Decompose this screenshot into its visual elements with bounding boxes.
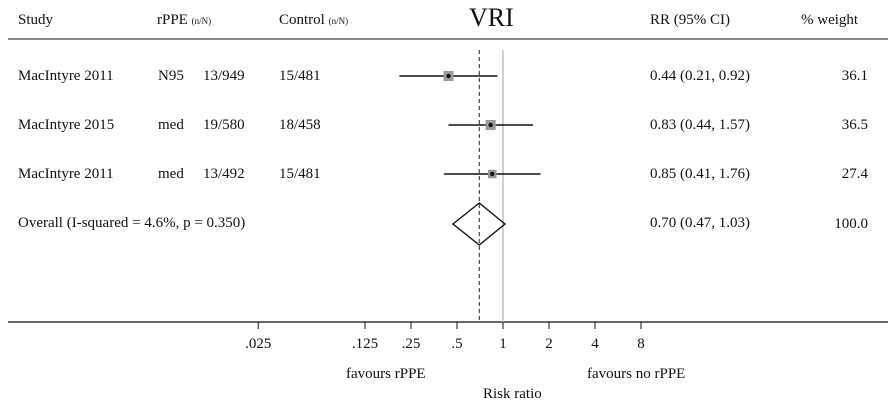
overall-weight: 100.0 [834, 216, 868, 232]
chart-title: VRI [469, 3, 514, 32]
row-3-weight: 27.4 [841, 166, 868, 182]
x-tick-label-8: 8 [637, 336, 645, 352]
header-rppe-label: rPPE [157, 12, 188, 28]
row-2-rppe: 19/580 [203, 117, 245, 133]
header-control-label: Control [279, 12, 325, 28]
favours-left-label: favours rPPE [346, 366, 426, 382]
x-axis-label: Risk ratio [483, 386, 542, 402]
row-2-study: MacIntyre 2015 [18, 117, 115, 133]
row-1-study: MacIntyre 2011 [18, 68, 114, 84]
header-rppe: rPPE (n/N) [157, 12, 211, 29]
x-tick-label-6: 2 [545, 336, 553, 352]
row-2-rr: 0.83 (0.44, 1.57) [650, 117, 750, 133]
x-tick-label-2: .125 [352, 336, 378, 352]
row-3-type: med [158, 166, 184, 182]
row-2-weight: 36.5 [841, 117, 868, 133]
row-1-type: N95 [158, 68, 184, 84]
row-3-rppe: 13/492 [203, 166, 245, 182]
row-1-control: 15/481 [279, 68, 321, 84]
favours-right-label: favours no rPPE [587, 366, 686, 382]
x-tick-label-1: .025 [245, 336, 271, 352]
row-3-rr: 0.85 (0.41, 1.76) [650, 166, 750, 182]
row-1-weight: 36.1 [841, 68, 868, 84]
row-1-rppe: 13/949 [203, 68, 245, 84]
x-tick-label-5: 1 [499, 336, 507, 352]
study-2-point [488, 122, 493, 128]
row-3-study: MacIntyre 2011 [18, 166, 114, 182]
x-tick-label-3: .25 [402, 336, 421, 352]
header-weight: % weight [801, 12, 859, 28]
header-control-unit: (n/N) [328, 16, 349, 26]
row-2-control: 18/458 [279, 117, 321, 133]
header-study: Study [18, 12, 54, 28]
study-1-point [446, 73, 451, 79]
header-rppe-unit: (n/N) [191, 16, 212, 26]
row-2-type: med [158, 117, 184, 133]
header-control: Control (n/N) [279, 12, 348, 29]
overall-diamond [451, 202, 507, 246]
x-tick-label-7: 4 [591, 336, 599, 352]
overall-rr: 0.70 (0.47, 1.03) [650, 215, 750, 231]
x-tick-label-4: .5 [451, 336, 462, 352]
overall-label: Overall (I-squared = 4.6%, p = 0.350) [18, 215, 246, 231]
study-3-point [490, 171, 495, 177]
header-rr: RR (95% CI) [650, 12, 730, 28]
row-1-rr: 0.44 (0.21, 0.92) [650, 68, 750, 84]
row-3-control: 15/481 [279, 166, 321, 182]
